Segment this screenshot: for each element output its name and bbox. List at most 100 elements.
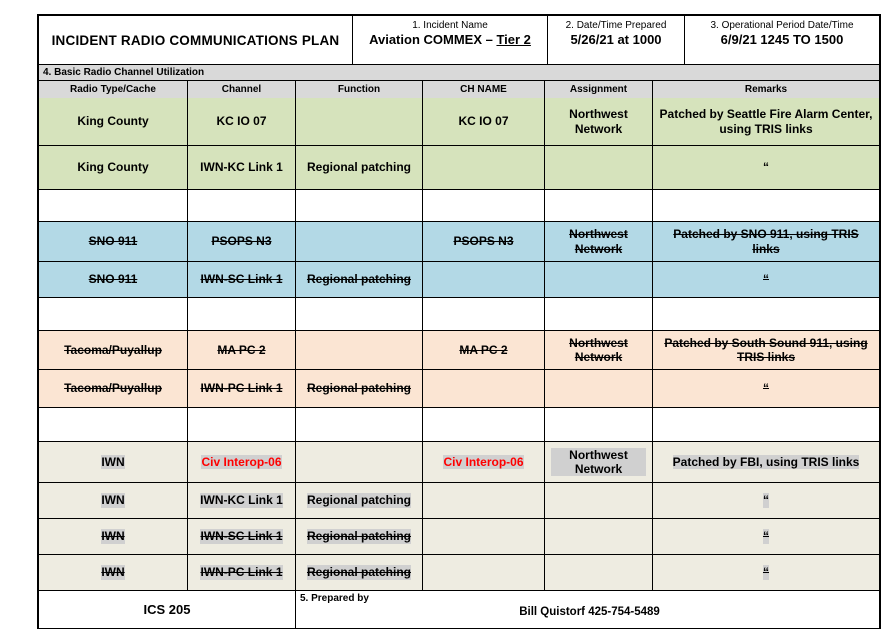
cell-text: Northwest Network	[569, 335, 628, 364]
table-cell: IWN-KC Link 1	[187, 146, 295, 189]
cell-text: IWN-KC Link 1	[200, 160, 283, 175]
table-cell	[295, 190, 422, 221]
table-cell: Tacoma/Puyallup	[39, 331, 187, 369]
cell-text: PSOPS N3	[211, 234, 272, 249]
table-cell	[422, 555, 544, 590]
table-cell: Patched by South Sound 911, using TRIS l…	[652, 331, 879, 369]
table-cell	[295, 298, 422, 330]
table-cell: “	[652, 483, 879, 518]
table-cell: PSOPS N3	[187, 222, 295, 261]
table-cell: IWN-KC Link 1	[187, 483, 295, 518]
cell-text: Regional patching	[306, 160, 411, 175]
table-cell: Northwest Network	[544, 331, 652, 369]
cell-text: Regional patching	[306, 493, 411, 508]
table-cell: Northwest Network	[544, 222, 652, 261]
table-cell: IWN-SC Link 1	[187, 519, 295, 554]
table-cell	[544, 298, 652, 330]
table-cell: IWN	[39, 483, 187, 518]
table-cell: “	[652, 370, 879, 407]
cell-text: MA PC 2	[459, 342, 508, 357]
table-cell: PSOPS N3	[422, 222, 544, 261]
table-cell	[544, 555, 652, 590]
cell-text: IWN	[101, 529, 125, 544]
op-period-label: 3. Operational Period Date/Time	[710, 20, 854, 31]
cell-text: King County	[77, 114, 149, 129]
cell-text: Regional patching	[306, 529, 411, 544]
cell-text: Patched by Seattle Fire Alarm Center, us…	[659, 107, 873, 136]
table-cell: Northwest Network	[544, 98, 652, 145]
form-header-row: INCIDENT RADIO COMMUNICATIONS PLAN 1. In…	[39, 16, 879, 64]
cell-text: “	[763, 160, 769, 175]
table-row: IWN Civ Interop-06 Civ Interop-06 Northwest…	[39, 441, 879, 482]
table-cell: Tacoma/Puyallup	[39, 370, 187, 407]
form-id-cell: ICS 205	[39, 591, 295, 628]
cell-text: “	[763, 529, 769, 544]
table-cell: Patched by FBI, using TRIS links	[652, 442, 879, 482]
cell-text: IWN-SC Link 1	[200, 272, 283, 287]
table-body: King County KC IO 07 KC IO 07 Northwest Net…	[39, 98, 879, 590]
section4-bar: 4. Basic Radio Channel Utilization	[39, 64, 879, 80]
cell-text: Patched by South Sound 911, using TRIS l…	[664, 335, 868, 364]
table-cell: “	[652, 555, 879, 590]
column-header: CH NAME	[422, 81, 544, 98]
table-cell	[422, 298, 544, 330]
table-row: SNO 911 IWN-SC Link 1 Regional patching “	[39, 261, 879, 297]
cell-text: SNO 911	[88, 272, 138, 287]
table-row: Tacoma/Puyallup MA PC 2 MA PC 2 Northwest N…	[39, 330, 879, 369]
form-footer-row: ICS 205 5. Prepared by Bill Quistorf 425…	[39, 590, 879, 628]
cell-text: “	[763, 381, 769, 396]
table-cell: IWN	[39, 555, 187, 590]
table-cell: Civ Interop-06	[422, 442, 544, 482]
cell-text: Regional patching	[306, 381, 411, 396]
cell-text: “	[763, 272, 769, 287]
column-header: Channel	[187, 81, 295, 98]
cell-text: KC IO 07	[458, 114, 509, 129]
table-cell	[544, 262, 652, 297]
table-row: IWN IWN-KC Link 1 Regional patching “	[39, 482, 879, 518]
table-cell: Regional patching	[295, 370, 422, 407]
table-cell: IWN-PC Link 1	[187, 555, 295, 590]
column-header: Function	[295, 81, 422, 98]
cell-text: Northwest Network	[569, 227, 628, 256]
cell-text: Patched by SNO 911, using TRIS links	[673, 227, 859, 256]
table-cell: Patched by SNO 911, using TRIS links	[652, 222, 879, 261]
table-cell	[295, 222, 422, 261]
table-cell	[422, 190, 544, 221]
cell-text: Patched by FBI, using TRIS links	[672, 454, 860, 470]
date-prepared-cell: 2. Date/Time Prepared 5/26/21 at 1000	[547, 16, 684, 64]
table-cell: IWN-SC Link 1	[187, 262, 295, 297]
cell-text: IWN	[101, 565, 125, 580]
table-cell	[544, 370, 652, 407]
cell-text: IWN-PC Link 1	[200, 565, 283, 580]
table-cell	[544, 408, 652, 441]
ics-205-form: INCIDENT RADIO COMMUNICATIONS PLAN 1. In…	[37, 14, 881, 629]
table-cell: Regional patching	[295, 555, 422, 590]
table-row	[39, 297, 879, 330]
table-cell: “	[652, 519, 879, 554]
table-cell	[544, 146, 652, 189]
column-header: Remarks	[652, 81, 879, 98]
table-cell: Civ Interop-06	[187, 442, 295, 482]
incident-name-value: Aviation COMMEX – Tier 2	[369, 32, 531, 47]
table-cell: IWN-PC Link 1	[187, 370, 295, 407]
cell-text: Civ Interop-06	[443, 454, 524, 470]
date-prepared-value: 5/26/21 at 1000	[570, 32, 662, 47]
table-cell	[39, 190, 187, 221]
table-cell	[295, 331, 422, 369]
table-cell: IWN	[39, 442, 187, 482]
cell-text: SNO 911	[88, 234, 138, 249]
table-row: SNO 911 PSOPS N3 PSOPS N3 Northwest Network…	[39, 221, 879, 261]
op-period-value: 6/9/21 1245 TO 1500	[720, 32, 844, 47]
table-cell	[422, 519, 544, 554]
table-cell	[652, 408, 879, 441]
table-cell	[544, 190, 652, 221]
prepared-by-value: Bill Quistorf 425-754-5489	[519, 606, 660, 618]
cell-text: Northwest Network	[551, 447, 646, 477]
table-row	[39, 407, 879, 441]
column-header-row: Radio Type/Cache Channel Function CH NAME As…	[39, 80, 879, 98]
column-header: Assignment	[544, 81, 652, 98]
date-prepared-label: 2. Date/Time Prepared	[565, 20, 667, 31]
cell-text: IWN	[101, 493, 125, 508]
incident-name-tier: Tier 2	[496, 32, 531, 47]
